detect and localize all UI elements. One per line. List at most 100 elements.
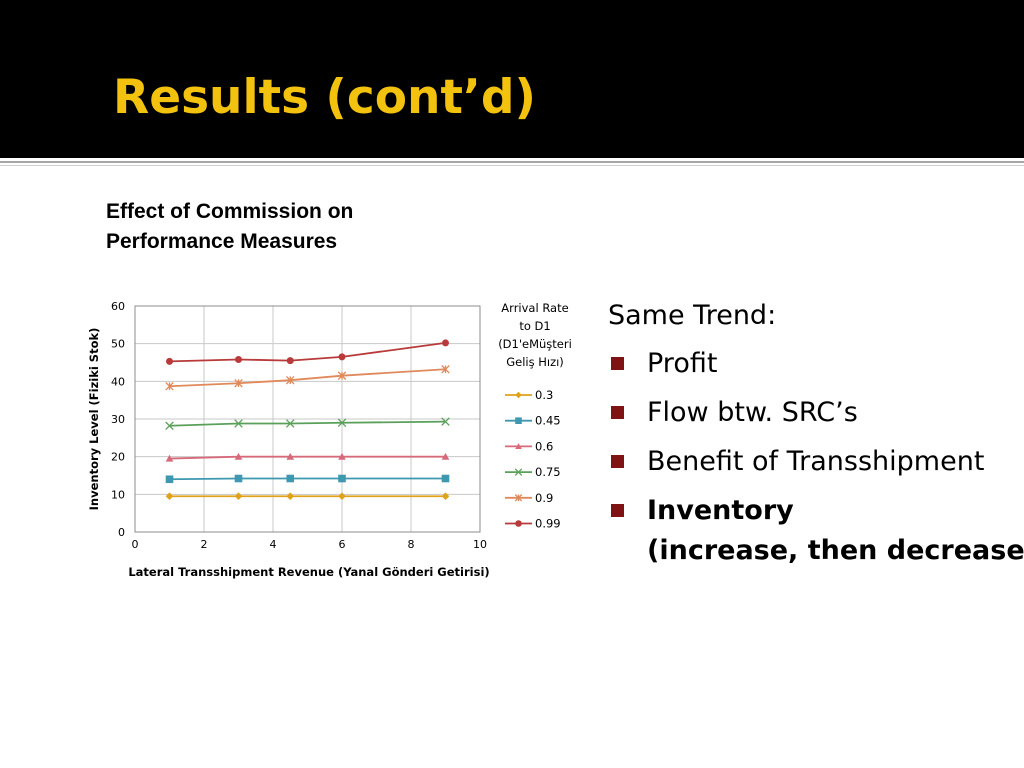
y-tick-label: 60 (111, 300, 125, 313)
data-point-marker (338, 492, 346, 501)
y-tick-label: 30 (111, 413, 125, 426)
x-tick-label: 0 (132, 538, 139, 551)
series-0.6 (165, 452, 450, 462)
inventory-line-chart: 0 2 4 6 8 10 0 10 20 30 40 50 60 Arrival Rate to D1 (D… (87, 300, 572, 579)
legend-title-line: (D1'eMüşteri (498, 337, 572, 351)
bullet-text: Benefit of Transshipment (647, 446, 985, 477)
data-point-marker (515, 417, 522, 424)
chart-heading-line-1: Effect of Commission on (106, 200, 354, 223)
data-point-marker (441, 365, 450, 374)
bullet-list: Same Trend: Profit Flow btw. SRC’s Benef… (608, 296, 1024, 580)
data-point-marker (286, 357, 294, 365)
legend-entry-0.9: 0.9 (505, 491, 553, 505)
bullet-item-flow: Flow btw. SRC’s (608, 393, 1024, 433)
series-0.45 (165, 474, 450, 484)
data-point-marker (515, 520, 522, 527)
bullet-item-profit: Profit (608, 344, 1024, 384)
bullet-text: Inventory (647, 495, 794, 526)
y-tick-label: 0 (118, 526, 125, 539)
series-line (169, 420, 446, 427)
data-point-marker (337, 418, 347, 428)
legend-label: 0.45 (535, 414, 561, 428)
data-point-marker (234, 492, 243, 501)
data-point-marker (165, 381, 174, 391)
legend-entry-0.45: 0.45 (505, 414, 561, 428)
y-tick-label: 50 (111, 338, 125, 351)
data-point-marker (338, 474, 346, 483)
data-point-marker (441, 492, 450, 501)
data-point-marker (515, 443, 522, 450)
data-point-marker (286, 474, 295, 483)
data-point-marker (338, 452, 346, 460)
data-point-marker (234, 452, 243, 460)
data-point-marker (441, 452, 450, 460)
legend-label: 0.99 (535, 517, 561, 531)
x-tick-label: 2 (201, 538, 208, 551)
x-axis-label: Lateral Transshipment Revenue (Yanal Gön… (128, 565, 489, 579)
legend-entry-0.99: 0.99 (505, 517, 561, 531)
legend-entry-0.3: 0.3 (505, 388, 553, 402)
data-point-marker (165, 421, 174, 431)
bullet-subtext: (increase, then decrease) (647, 535, 1024, 566)
square-bullet-icon (611, 455, 624, 468)
slide-title: Results (cont’d) (113, 70, 536, 125)
chart-axes: 0 2 4 6 8 10 0 10 20 30 40 50 60 (111, 300, 487, 551)
x-tick-label: 10 (473, 538, 487, 551)
series-0.3 (165, 492, 450, 501)
plot-frame (134, 305, 481, 533)
chart-gridlines (134, 305, 481, 533)
x-tick-label: 4 (270, 538, 277, 551)
data-point-marker (286, 492, 295, 501)
series-0.99 (166, 339, 449, 365)
series-line (169, 477, 446, 481)
series-line (169, 342, 446, 363)
legend-label: 0.3 (535, 388, 553, 402)
series-0.9 (165, 365, 450, 391)
data-point-marker (285, 419, 295, 428)
data-point-marker (165, 475, 174, 484)
slide-header (0, 0, 1024, 158)
legend-entry-0.6: 0.6 (505, 439, 553, 453)
bullet-intro: Same Trend: (608, 300, 777, 331)
header-divider (0, 161, 1024, 163)
legend-label: 0.6 (535, 439, 553, 453)
data-point-marker (166, 357, 173, 365)
square-bullet-icon (611, 406, 624, 419)
chart-series-group (165, 339, 450, 501)
y-axis-label: Inventory Level (Fiziki Stok) (87, 328, 101, 511)
data-point-marker (286, 452, 295, 460)
data-point-marker (442, 339, 449, 347)
data-point-marker (235, 355, 242, 363)
bullet-item-inventory: Inventory (increase, then decrease) (608, 491, 1024, 571)
y-tick-label: 10 (111, 488, 125, 501)
data-point-marker (234, 474, 243, 483)
series-line (169, 368, 446, 388)
y-tick-label: 20 (111, 451, 125, 464)
data-point-marker (165, 454, 174, 462)
series-line (169, 455, 446, 460)
chart-legend: Arrival Rate to D1 (D1'eMüşteri Geliş Hızı)… (498, 301, 572, 531)
series-0.75 (165, 417, 450, 431)
bullet-text: Flow btw. SRC’s (647, 397, 858, 428)
legend-label: 0.9 (535, 491, 553, 505)
data-point-marker (514, 468, 523, 476)
data-point-marker (338, 353, 346, 361)
data-point-marker (234, 419, 243, 428)
x-tick-label: 6 (339, 538, 346, 551)
data-point-marker (234, 378, 243, 388)
data-point-marker (441, 417, 450, 426)
data-point-marker (441, 474, 450, 483)
data-point-marker (165, 492, 174, 501)
legend-title-line: to D1 (519, 319, 550, 333)
x-tick-label: 8 (408, 538, 415, 551)
data-point-marker (514, 494, 523, 502)
square-bullet-icon (611, 504, 624, 517)
legend-entry-0.75: 0.75 (505, 465, 561, 479)
data-point-marker (337, 371, 347, 380)
chart-heading: Effect of Commission on Performance Meas… (106, 197, 426, 257)
legend-title-line: Geliş Hızı) (506, 355, 564, 369)
square-bullet-icon (611, 357, 624, 370)
legend-title-line: Arrival Rate (501, 301, 568, 315)
data-point-marker (515, 391, 522, 399)
bullet-text: Profit (647, 348, 718, 379)
